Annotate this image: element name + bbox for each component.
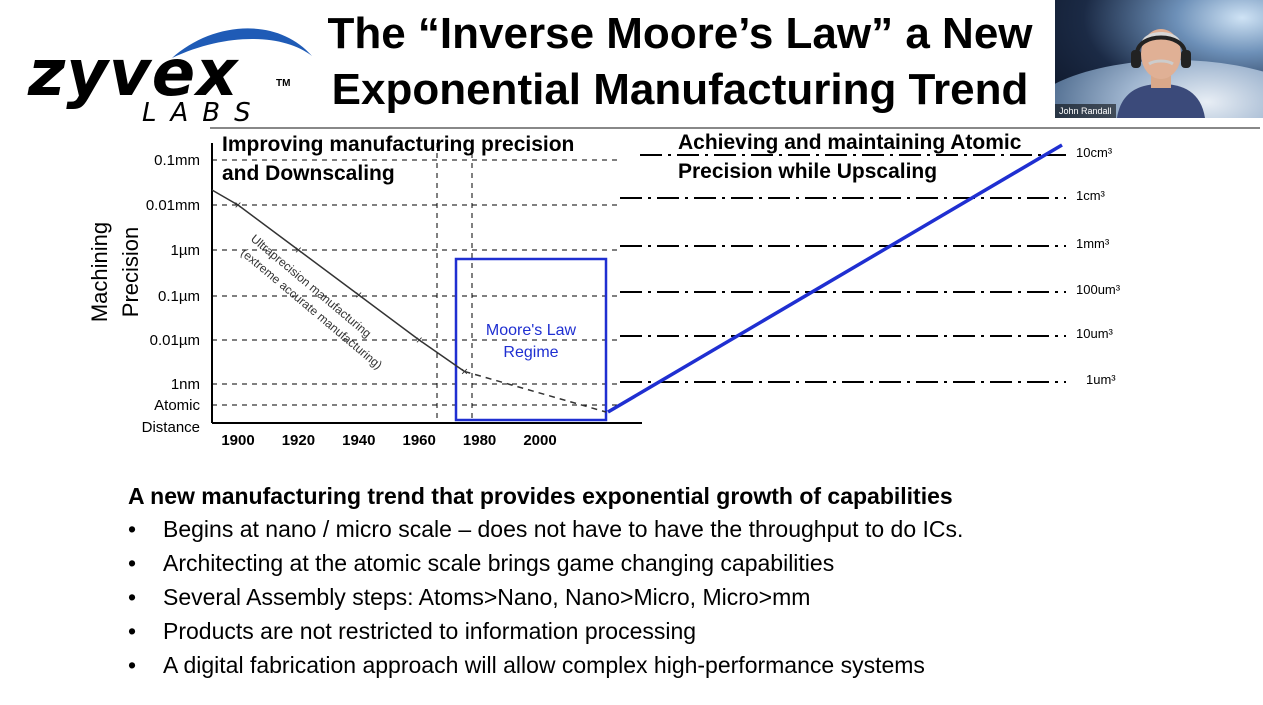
bullet-marker: •: [128, 584, 137, 610]
curve-label-line1: Ultraprecision manufacturing: [248, 232, 374, 341]
x-tick-label: 1900: [221, 432, 254, 449]
bullet-item: • A digital fabrication approach will all…: [128, 648, 1228, 682]
participant-name-label: John Randall: [1055, 104, 1116, 118]
y-axis-label-line2: Precision: [118, 227, 143, 317]
curve-segment: [358, 294, 420, 341]
bullet-marker: •: [128, 652, 137, 678]
inverse-moores-law-chart: 0.1mm 0.01mm 1µm 0.1µm 0.01µm 1nm Atomic Distan…: [87, 143, 1121, 449]
curve-segment: [297, 249, 360, 296]
bullet-list: • Begins at nano / micro scale – does not…: [128, 512, 1228, 682]
curve-segment: [211, 189, 239, 206]
upscaling-trend-line: [607, 143, 1063, 414]
logo-trademark: TM: [276, 78, 291, 89]
upscaling-line: [607, 143, 1063, 414]
curve-label-line2: (extreme accurate manufacturing): [238, 246, 385, 372]
bullet-marker: •: [128, 618, 137, 644]
zyvex-labs-logo: zyvex TM LABS: [22, 12, 322, 130]
x-tick-label: 1980: [463, 432, 496, 449]
right-axis-tick-labels: 10cm³ 1cm³ 1mm³ 100um³ 10um³ 1um³: [1076, 145, 1121, 387]
logo-labs: LABS: [142, 98, 265, 128]
bullet-item: • Products are not restricted to informat…: [128, 614, 1228, 648]
curve-extension: [464, 370, 607, 413]
curve-segment: [237, 204, 299, 251]
title-divider: [210, 127, 1260, 129]
heading-right-line2: Precision while Upscaling: [678, 160, 938, 183]
right-tick-label: 1um³: [1086, 372, 1116, 387]
bullet-section: A new manufacturing trend that provides …: [128, 480, 1228, 682]
participant-avatar-icon: [1117, 29, 1205, 118]
right-tick-label: 100um³: [1076, 282, 1121, 297]
x-tick-label: 1960: [403, 432, 436, 449]
y-tick-label: 1nm: [171, 376, 200, 393]
right-tick-label: 10um³: [1076, 326, 1114, 341]
curve-segment: [418, 339, 465, 373]
bullet-lead: A new manufacturing trend that provides …: [128, 483, 953, 509]
y-axis-label-line1: Machining: [87, 222, 112, 322]
y-tick-label: Distance: [142, 419, 200, 436]
chart-grid: [212, 143, 1066, 423]
regime-label-line2: Regime: [503, 344, 558, 361]
moores-law-regime-box: [454, 257, 608, 422]
regime-label-line1: Moore's Law: [486, 322, 577, 339]
slide-title-line2: Exponential Manufacturing Trend: [331, 65, 1029, 114]
x-tick-label: 2000: [523, 432, 556, 449]
y-tick-label: 0.1µm: [158, 288, 200, 305]
logo-wordmark: zyvex: [28, 37, 239, 111]
chart-axes: [211, 143, 642, 424]
logo-swoosh-icon: [172, 28, 312, 58]
y-axis-tick-labels: 0.1mm 0.01mm 1µm 0.1µm 0.01µm 1nm Atomic Distan…: [142, 152, 201, 436]
y-tick-label: 0.01µm: [150, 332, 200, 349]
slide-title: The “Inverse Moore’s Law” a New Exponent…: [300, 6, 1060, 118]
y-tick-label: 0.1mm: [154, 152, 200, 169]
curve-point-marker: ×: [355, 288, 362, 302]
participant-video-tile[interactable]: John Randall: [1055, 0, 1263, 118]
heading-right: Achieving and maintaining Atomic Precisi…: [678, 128, 1021, 186]
x-tick-label: 1920: [282, 432, 315, 449]
bullet-marker: •: [128, 516, 137, 542]
right-tick-label: 1cm³: [1076, 188, 1106, 203]
y-tick-label: 1µm: [171, 242, 200, 259]
bullet-item: • Several Assembly steps: Atoms>Nano, Nan…: [128, 580, 1228, 614]
curve-point-marker: ×: [461, 364, 468, 378]
curve-point-marker: ×: [234, 198, 241, 212]
bullet-item: • Begins at nano / micro scale – does not…: [128, 512, 1228, 546]
heading-left-line2: and Downscaling: [222, 162, 395, 185]
heading-right-line1: Achieving and maintaining Atomic: [678, 131, 1022, 154]
x-tick-label: 1940: [342, 432, 375, 449]
slide-title-line1: The “Inverse Moore’s Law” a New: [327, 9, 1033, 58]
right-tick-label: 1mm³: [1076, 236, 1110, 251]
y-tick-label: Atomic: [154, 397, 200, 414]
curve-point-marker: ×: [295, 243, 302, 257]
y-tick-label: 0.01mm: [146, 197, 200, 214]
ultraprecision-curve: × × × × ×: [211, 189, 607, 413]
bullet-item: • Architecting at the atomic scale brings…: [128, 546, 1228, 580]
curve-point-marker: ×: [416, 333, 423, 347]
heading-left: Improving manufacturing precision and Do…: [222, 130, 574, 188]
x-axis-tick-labels: 1900 1920 1940 1960 1980 2000: [221, 432, 556, 449]
bullet-marker: •: [128, 550, 137, 576]
right-tick-label: 10cm³: [1076, 145, 1113, 160]
heading-left-line1: Improving manufacturing precision: [222, 133, 575, 156]
